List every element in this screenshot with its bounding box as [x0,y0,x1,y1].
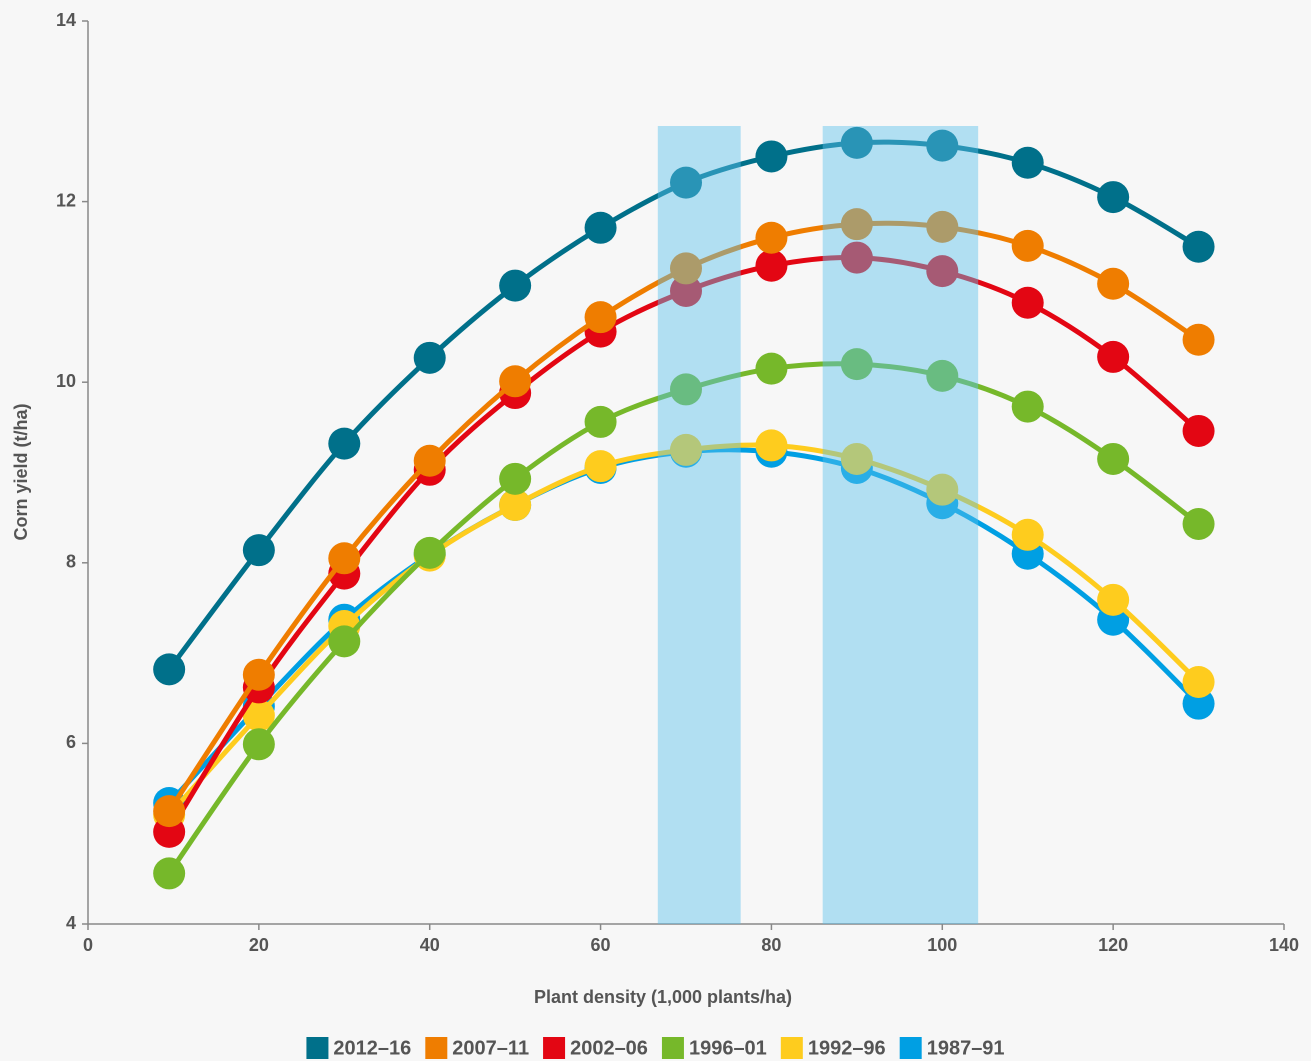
data-point [670,252,702,285]
data-point [1097,442,1130,475]
data-point [1182,230,1215,263]
x-tick-label: 0 [83,935,93,955]
data-point [153,795,186,828]
data-point [242,728,275,761]
data-point [499,489,532,522]
data-point [242,699,275,732]
legend-swatch [306,1037,329,1059]
legend-swatch [543,1037,566,1059]
data-point [840,442,873,475]
data-point [413,444,446,477]
data-point [1097,181,1130,214]
data-point [242,658,275,691]
y-tick-label: 8 [66,552,76,572]
data-point [1182,323,1215,356]
data-point [413,536,446,569]
data-point [1011,390,1044,423]
data-point [584,211,617,244]
x-tick-label: 120 [1098,935,1128,955]
series [153,208,1215,828]
legend-item: 2002–06 [543,1037,648,1059]
data-point [1182,665,1215,698]
data-point [1011,286,1044,319]
data-point [926,210,959,243]
x-tick-label: 100 [927,935,957,955]
data-point [153,857,186,890]
data-point [584,450,617,483]
data-point [670,373,702,406]
y-tick-label: 10 [56,371,76,391]
data-point [413,341,446,374]
highlight-band [657,126,741,924]
data-point [584,301,617,334]
data-point [328,542,361,575]
data-point [926,359,959,392]
legend-item: 1987–91 [899,1037,1005,1059]
data-point [926,255,959,288]
data-point [584,405,617,438]
legend-label: 2002–06 [570,1037,648,1059]
data-point [926,473,959,506]
data-point [670,433,702,466]
data-point [1097,583,1130,616]
data-point [840,126,873,159]
legend-label: 2012–16 [333,1037,411,1059]
data-point [840,241,873,274]
legend-label: 1996–01 [689,1037,767,1059]
legend-item: 1996–01 [661,1037,767,1059]
data-point [670,274,702,307]
x-tick-label: 20 [249,935,269,955]
x-axis-label: Plant density (1,000 plants/ha) [534,987,792,1007]
legend-swatch [661,1037,684,1059]
x-tick-label: 60 [591,935,611,955]
highlight-band [822,126,979,924]
data-point [1011,518,1044,551]
legend-swatch [899,1037,922,1059]
data-point [328,427,361,460]
data-point [1011,229,1044,262]
data-point [840,348,873,381]
legend-label: 2007–11 [452,1037,529,1059]
data-point [153,653,186,686]
data-point [755,352,788,385]
series [153,126,1215,686]
y-tick-label: 14 [56,10,76,30]
data-point [242,534,275,567]
data-point [1182,414,1215,447]
data-point [755,140,788,173]
x-tick-label: 140 [1269,935,1299,955]
data-point [1097,267,1130,300]
y-tick-label: 6 [66,732,76,752]
legend-label: 1992–96 [808,1037,886,1059]
data-point [499,365,532,398]
series [153,348,1215,890]
x-tick-label: 40 [420,935,440,955]
legend: 2012–16 2007–11 2002–06 1996–01 1992–96 1987–… [306,1037,1005,1059]
data-point [926,129,959,162]
y-tick-label: 4 [66,913,76,933]
data-point [1182,507,1215,540]
legend-item: 2012–16 [306,1037,411,1059]
data-point [1097,340,1130,373]
y-tick-label: 12 [56,190,76,210]
y-axis-label: Corn yield (t/ha) [11,403,31,540]
data-point [499,269,532,302]
data-point [499,462,532,495]
data-point [840,208,873,241]
legend-item: 1992–96 [780,1037,886,1059]
legend-label: 1987–91 [927,1037,1005,1059]
data-point [755,429,788,462]
x-tick-label: 80 [761,935,781,955]
legend-swatch [780,1037,803,1059]
data-point [755,221,788,254]
legend-item: 2007–11 [425,1037,529,1059]
legend-swatch [425,1037,448,1059]
data-point [1011,146,1044,179]
data-point [755,249,788,282]
data-point [328,625,361,658]
data-point [670,166,702,199]
